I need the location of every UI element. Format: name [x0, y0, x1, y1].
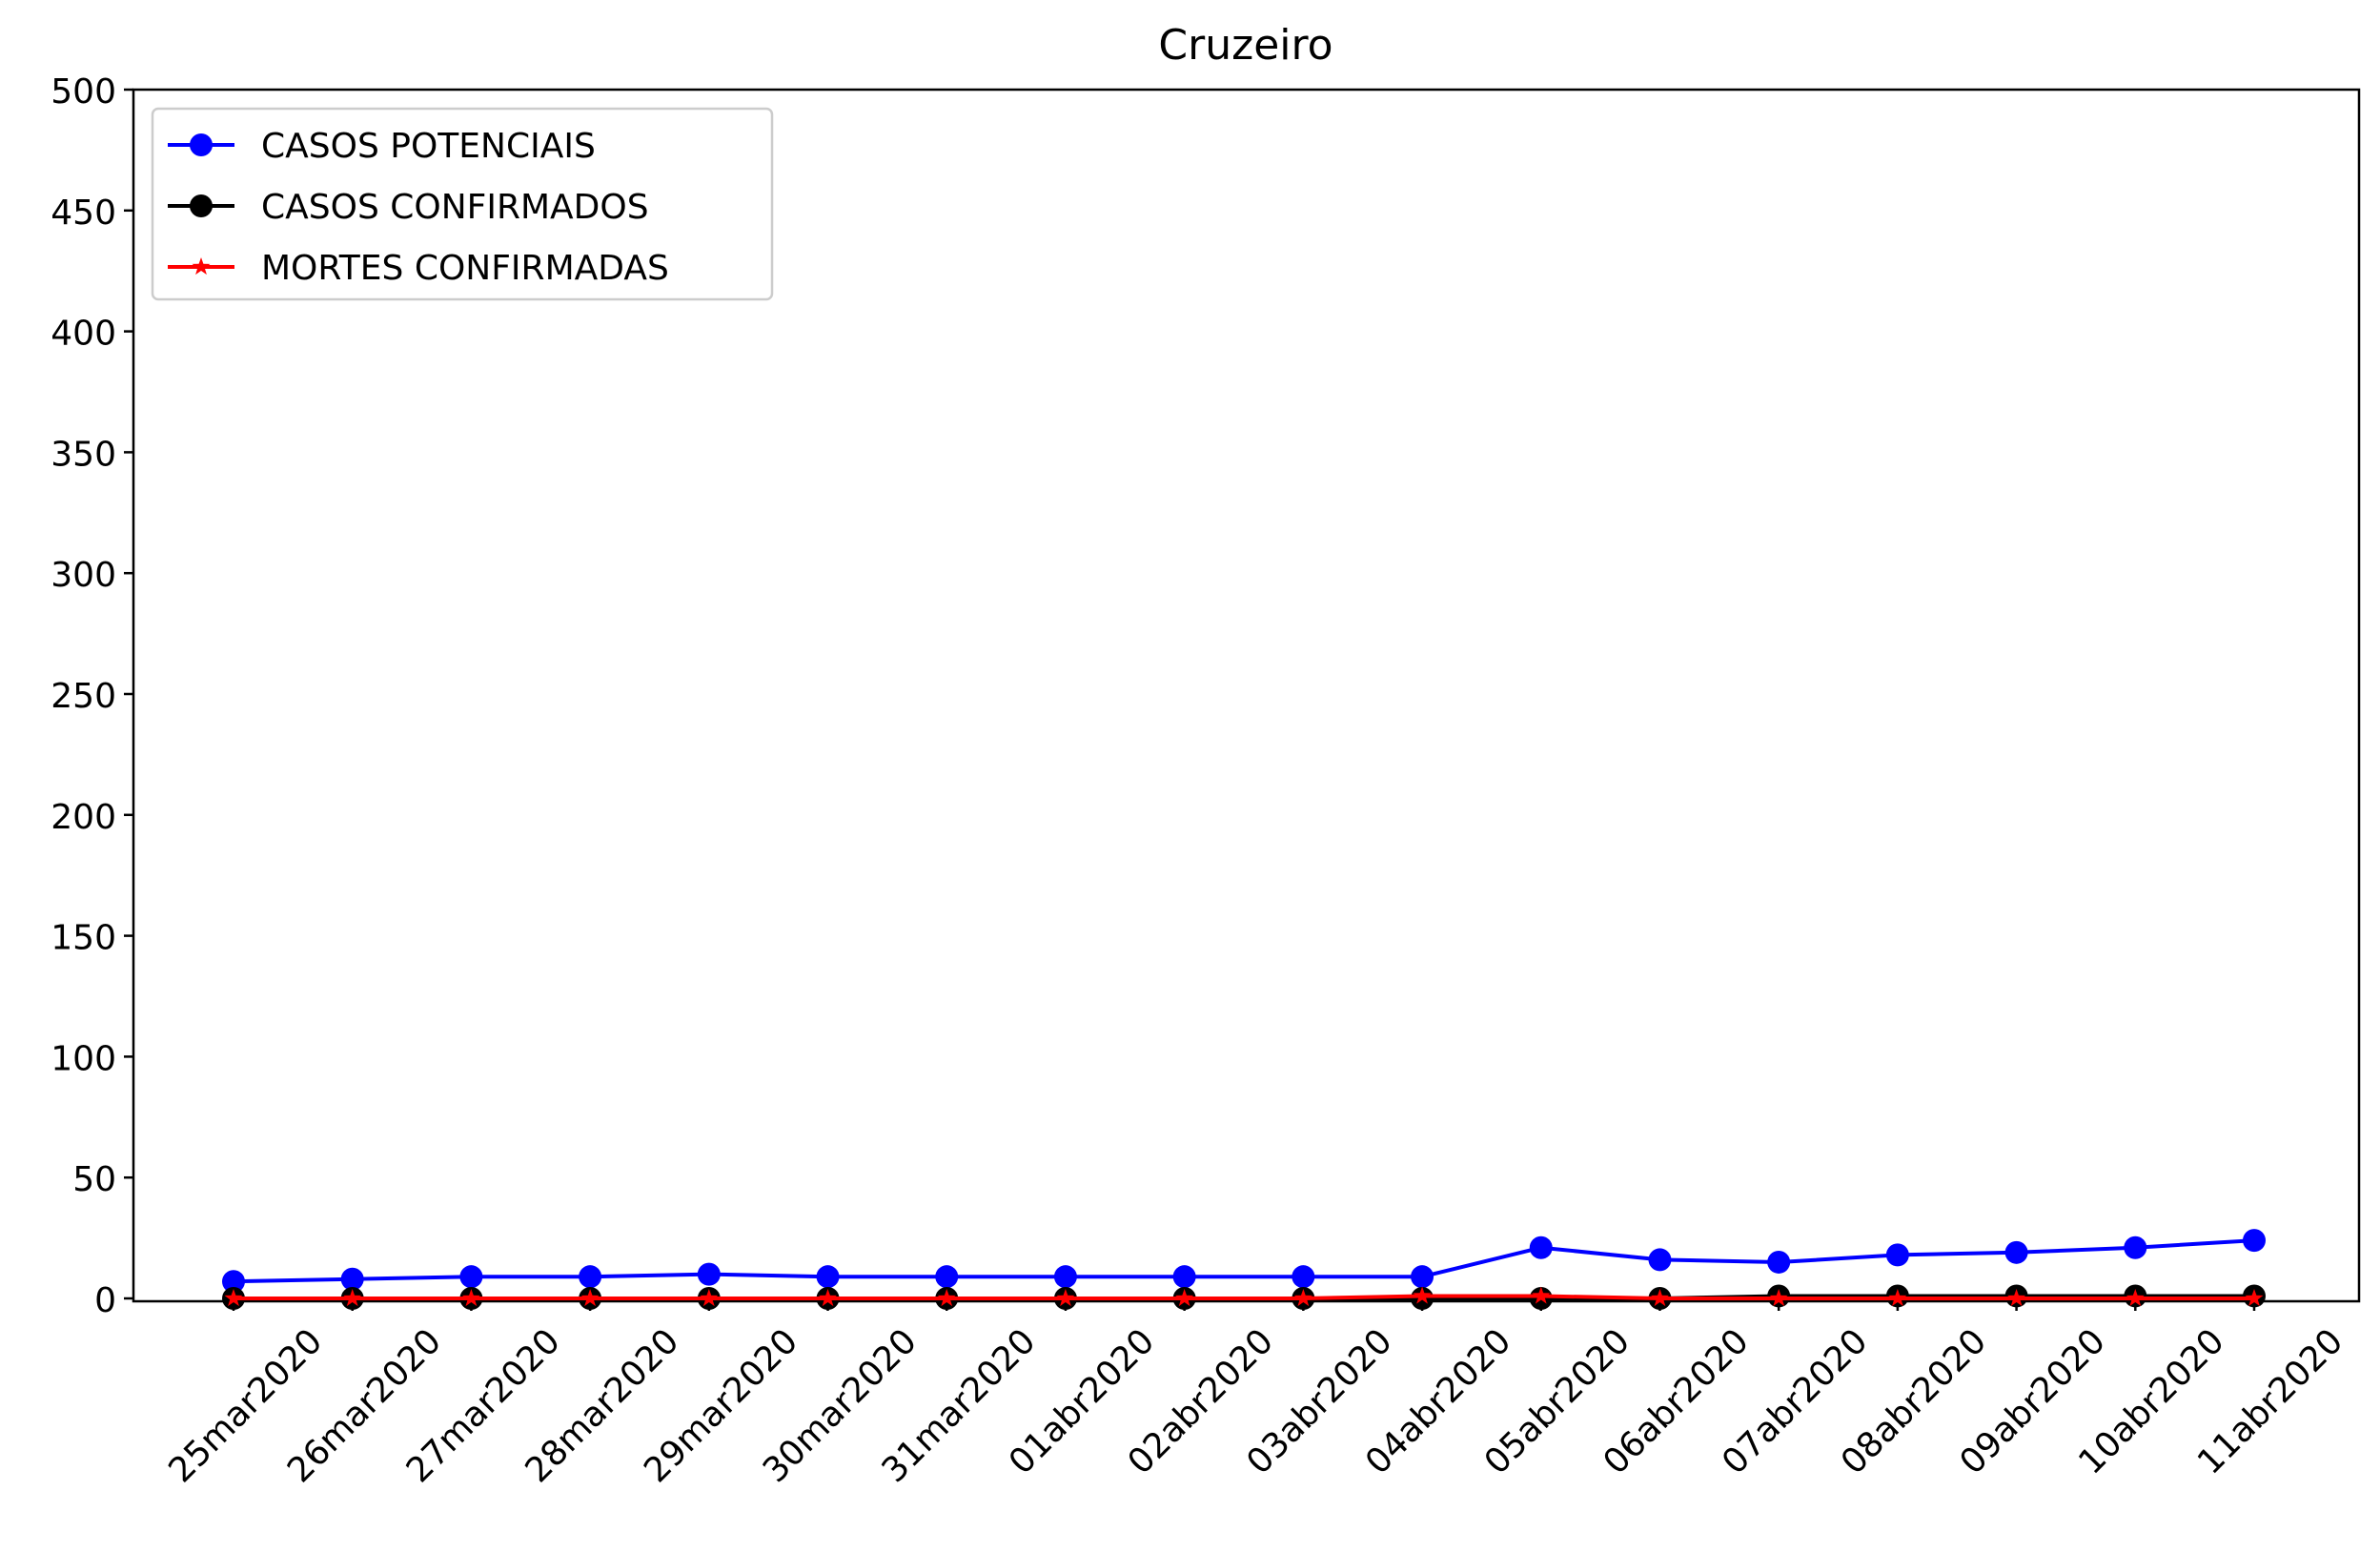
data-point-star [461, 1289, 480, 1307]
series-line-2 [234, 1294, 2254, 1300]
data-point [816, 1265, 840, 1289]
series-line-0 [233, 1238, 2255, 1284]
y-tick-label: 300 [51, 556, 116, 595]
chart-title: Cruzeiro [1158, 21, 1332, 70]
data-point-star [1293, 1289, 1312, 1307]
data-point-star [2007, 1289, 2026, 1307]
y-tick-label: 100 [51, 1039, 116, 1078]
data-point-star [224, 1289, 243, 1307]
data-point-star [1651, 1289, 1669, 1307]
data-point [1411, 1265, 1434, 1289]
legend-box [151, 107, 774, 301]
data-point-star [1532, 1286, 1551, 1304]
data-point-star [2126, 1289, 2145, 1307]
y-tick-label: 450 [51, 194, 116, 233]
legend-swatch-star [192, 257, 211, 276]
data-point [459, 1265, 483, 1289]
legend-swatch-marker [190, 194, 213, 217]
data-point [340, 1267, 364, 1291]
y-tick-label: 150 [51, 919, 116, 958]
data-point [935, 1265, 959, 1289]
data-point [579, 1265, 602, 1289]
y-tick-label: 350 [51, 435, 116, 474]
data-point [1172, 1265, 1196, 1289]
legend-label: CASOS CONFIRMADOS [261, 188, 649, 227]
y-tick-label: 200 [51, 798, 116, 837]
data-point [1648, 1248, 1672, 1272]
y-tick-label: 250 [51, 677, 116, 716]
data-point [1885, 1243, 1909, 1267]
data-point-star [2245, 1289, 2264, 1307]
legend-swatch-marker [190, 133, 213, 156]
data-point-star [1888, 1289, 1907, 1307]
y-tick-label: 500 [51, 72, 116, 112]
data-point [2243, 1229, 2266, 1253]
data-point [1767, 1250, 1791, 1274]
data-point-star [700, 1289, 719, 1307]
data-point [222, 1270, 245, 1294]
y-tick-label: 50 [72, 1160, 116, 1199]
plot-frame [132, 88, 2361, 1303]
data-point-star [819, 1289, 837, 1307]
y-tick-label: 0 [94, 1281, 116, 1320]
y-tick-label: 400 [51, 315, 116, 354]
data-point-star [937, 1289, 956, 1307]
data-point-star [580, 1289, 600, 1307]
data-point [1292, 1265, 1315, 1289]
data-point [1053, 1265, 1077, 1289]
data-point [2124, 1235, 2147, 1259]
legend-label: CASOS POTENCIAIS [261, 127, 596, 166]
data-point-star [1056, 1289, 1075, 1307]
data-point [1529, 1235, 1553, 1259]
data-point [697, 1262, 721, 1286]
data-point-star [1175, 1289, 1194, 1307]
data-point-star [1769, 1289, 1788, 1307]
legend-label: MORTES CONFIRMADAS [261, 249, 669, 288]
data-point-star [343, 1289, 362, 1307]
data-point [2004, 1240, 2028, 1264]
data-point-star [1413, 1286, 1432, 1304]
